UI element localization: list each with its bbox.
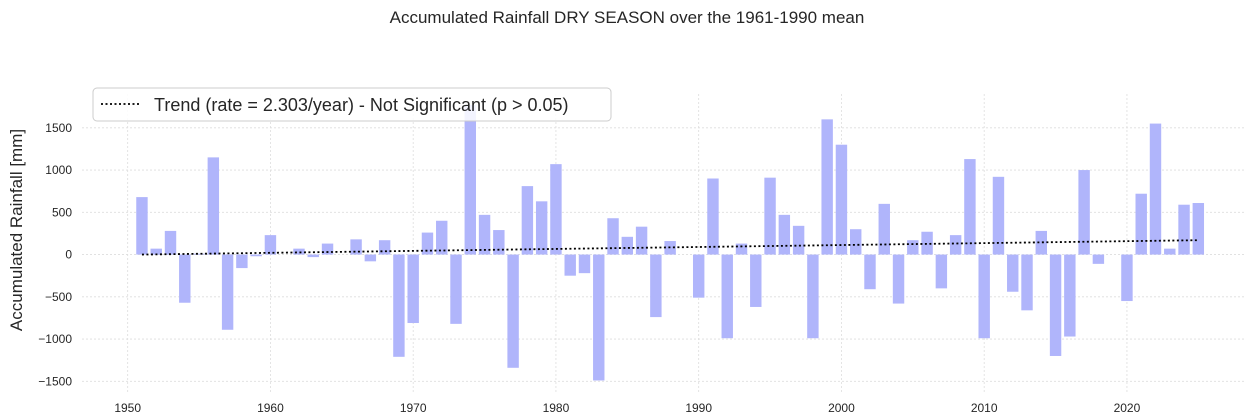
bar-1953 bbox=[164, 230, 177, 255]
bar-2010 bbox=[978, 254, 990, 339]
bar-1998 bbox=[807, 254, 819, 339]
y-axis-ticks: −1500 −1000 −500 0 500 1000 1500 bbox=[38, 121, 72, 389]
bar-2025 bbox=[1192, 203, 1205, 255]
bar-1957 bbox=[221, 254, 234, 330]
bar-1986 bbox=[635, 226, 648, 255]
bar-2004 bbox=[892, 254, 905, 304]
bar-1971 bbox=[421, 232, 434, 255]
y-tick-label-0: 0 bbox=[65, 248, 72, 262]
trend-line-group bbox=[141, 239, 1199, 256]
bar-1963 bbox=[307, 254, 319, 258]
bar-1969 bbox=[393, 254, 405, 357]
bar-2009 bbox=[964, 159, 976, 255]
bar-2017 bbox=[1078, 170, 1090, 255]
chart-title: Accumulated Rainfall DRY SEASON over the… bbox=[390, 8, 865, 27]
bar-2011 bbox=[992, 176, 1005, 255]
y-axis-label: Accumulated Rainfall [mm] bbox=[7, 129, 26, 331]
x-tick-label-1990: 1990 bbox=[685, 401, 712, 415]
bar-1962 bbox=[293, 248, 305, 255]
bar-1964 bbox=[321, 243, 334, 255]
bar-2003 bbox=[878, 203, 890, 255]
bar-2001 bbox=[850, 229, 862, 255]
bar-1996 bbox=[778, 214, 791, 255]
bar-1977 bbox=[507, 254, 519, 368]
bar-1954 bbox=[179, 254, 191, 303]
bar-1967 bbox=[364, 254, 377, 262]
bar-1968 bbox=[378, 240, 391, 255]
bar-1999 bbox=[821, 119, 833, 255]
bar-1994 bbox=[750, 254, 762, 307]
legend: Trend (rate = 2.303/year) - Not Signific… bbox=[92, 87, 612, 122]
bar-2023 bbox=[1164, 248, 1176, 255]
bar-2000 bbox=[835, 144, 848, 255]
bars-group bbox=[136, 104, 1205, 381]
bar-2013 bbox=[1021, 254, 1033, 311]
x-tick-label-1970: 1970 bbox=[400, 401, 427, 415]
bar-1997 bbox=[792, 225, 805, 255]
bar-1984 bbox=[607, 218, 619, 255]
y-tick-label-1500: 1500 bbox=[45, 121, 72, 135]
bar-1955 bbox=[193, 253, 205, 255]
bar-1951 bbox=[136, 197, 148, 255]
bar-1975 bbox=[478, 214, 491, 255]
bar-1987 bbox=[650, 254, 662, 318]
bar-2016 bbox=[1064, 254, 1076, 337]
bar-1990 bbox=[692, 254, 705, 298]
bar-2007 bbox=[935, 254, 948, 289]
bar-1974 bbox=[464, 104, 476, 255]
legend-box bbox=[92, 87, 612, 122]
bar-2020 bbox=[1121, 254, 1133, 302]
bar-2021 bbox=[1135, 193, 1147, 255]
x-tick-label-1950: 1950 bbox=[114, 401, 141, 415]
bar-2024 bbox=[1178, 204, 1190, 255]
bar-1973 bbox=[450, 254, 462, 324]
x-tick-label-1960: 1960 bbox=[257, 401, 284, 415]
bar-2018 bbox=[1092, 254, 1105, 264]
bar-1952 bbox=[150, 248, 162, 255]
bar-1979 bbox=[535, 201, 548, 255]
bar-1993 bbox=[735, 243, 748, 255]
bar-1959 bbox=[250, 254, 262, 257]
bar-1981 bbox=[564, 254, 576, 276]
bar-1983 bbox=[593, 254, 605, 381]
bar-1992 bbox=[721, 254, 733, 339]
bar-2005 bbox=[907, 240, 919, 255]
legend-trend-label: Trend (rate = 2.303/year) - Not Signific… bbox=[154, 95, 569, 115]
bar-1982 bbox=[578, 254, 591, 274]
grid-lines bbox=[82, 94, 1244, 394]
x-tick-label-2020: 2020 bbox=[1114, 401, 1141, 415]
trend-line bbox=[141, 239, 1199, 256]
bar-1972 bbox=[436, 220, 448, 255]
x-tick-label-1980: 1980 bbox=[543, 401, 570, 415]
bar-2002 bbox=[864, 254, 876, 290]
bar-1970 bbox=[407, 254, 419, 324]
bar-2008 bbox=[949, 235, 962, 255]
bar-2012 bbox=[1007, 254, 1019, 292]
bar-2015 bbox=[1049, 254, 1062, 356]
bar-1958 bbox=[236, 254, 248, 269]
x-axis-ticks: 1950 1960 1970 1980 1990 2000 2010 2020 bbox=[114, 401, 1140, 415]
bar-1956 bbox=[207, 157, 220, 255]
bar-2006 bbox=[921, 231, 933, 255]
bar-1966 bbox=[350, 239, 362, 255]
bar-2014 bbox=[1035, 230, 1048, 255]
y-tick-label-500: 500 bbox=[52, 205, 72, 219]
y-tick-label--500: −500 bbox=[45, 290, 72, 304]
y-tick-label--1000: −1000 bbox=[38, 332, 72, 346]
bar-1960 bbox=[264, 235, 277, 255]
bar-1991 bbox=[707, 178, 719, 255]
y-tick-label--1500: −1500 bbox=[38, 374, 72, 388]
bar-1995 bbox=[764, 177, 776, 255]
x-tick-label-2010: 2010 bbox=[971, 401, 998, 415]
bar-1976 bbox=[493, 230, 505, 255]
bar-1985 bbox=[621, 236, 634, 255]
bar-1978 bbox=[521, 186, 534, 255]
bar-2022 bbox=[1149, 123, 1162, 255]
x-tick-label-2000: 2000 bbox=[828, 401, 855, 415]
y-tick-label-1000: 1000 bbox=[45, 163, 72, 177]
bar-1980 bbox=[550, 164, 562, 255]
